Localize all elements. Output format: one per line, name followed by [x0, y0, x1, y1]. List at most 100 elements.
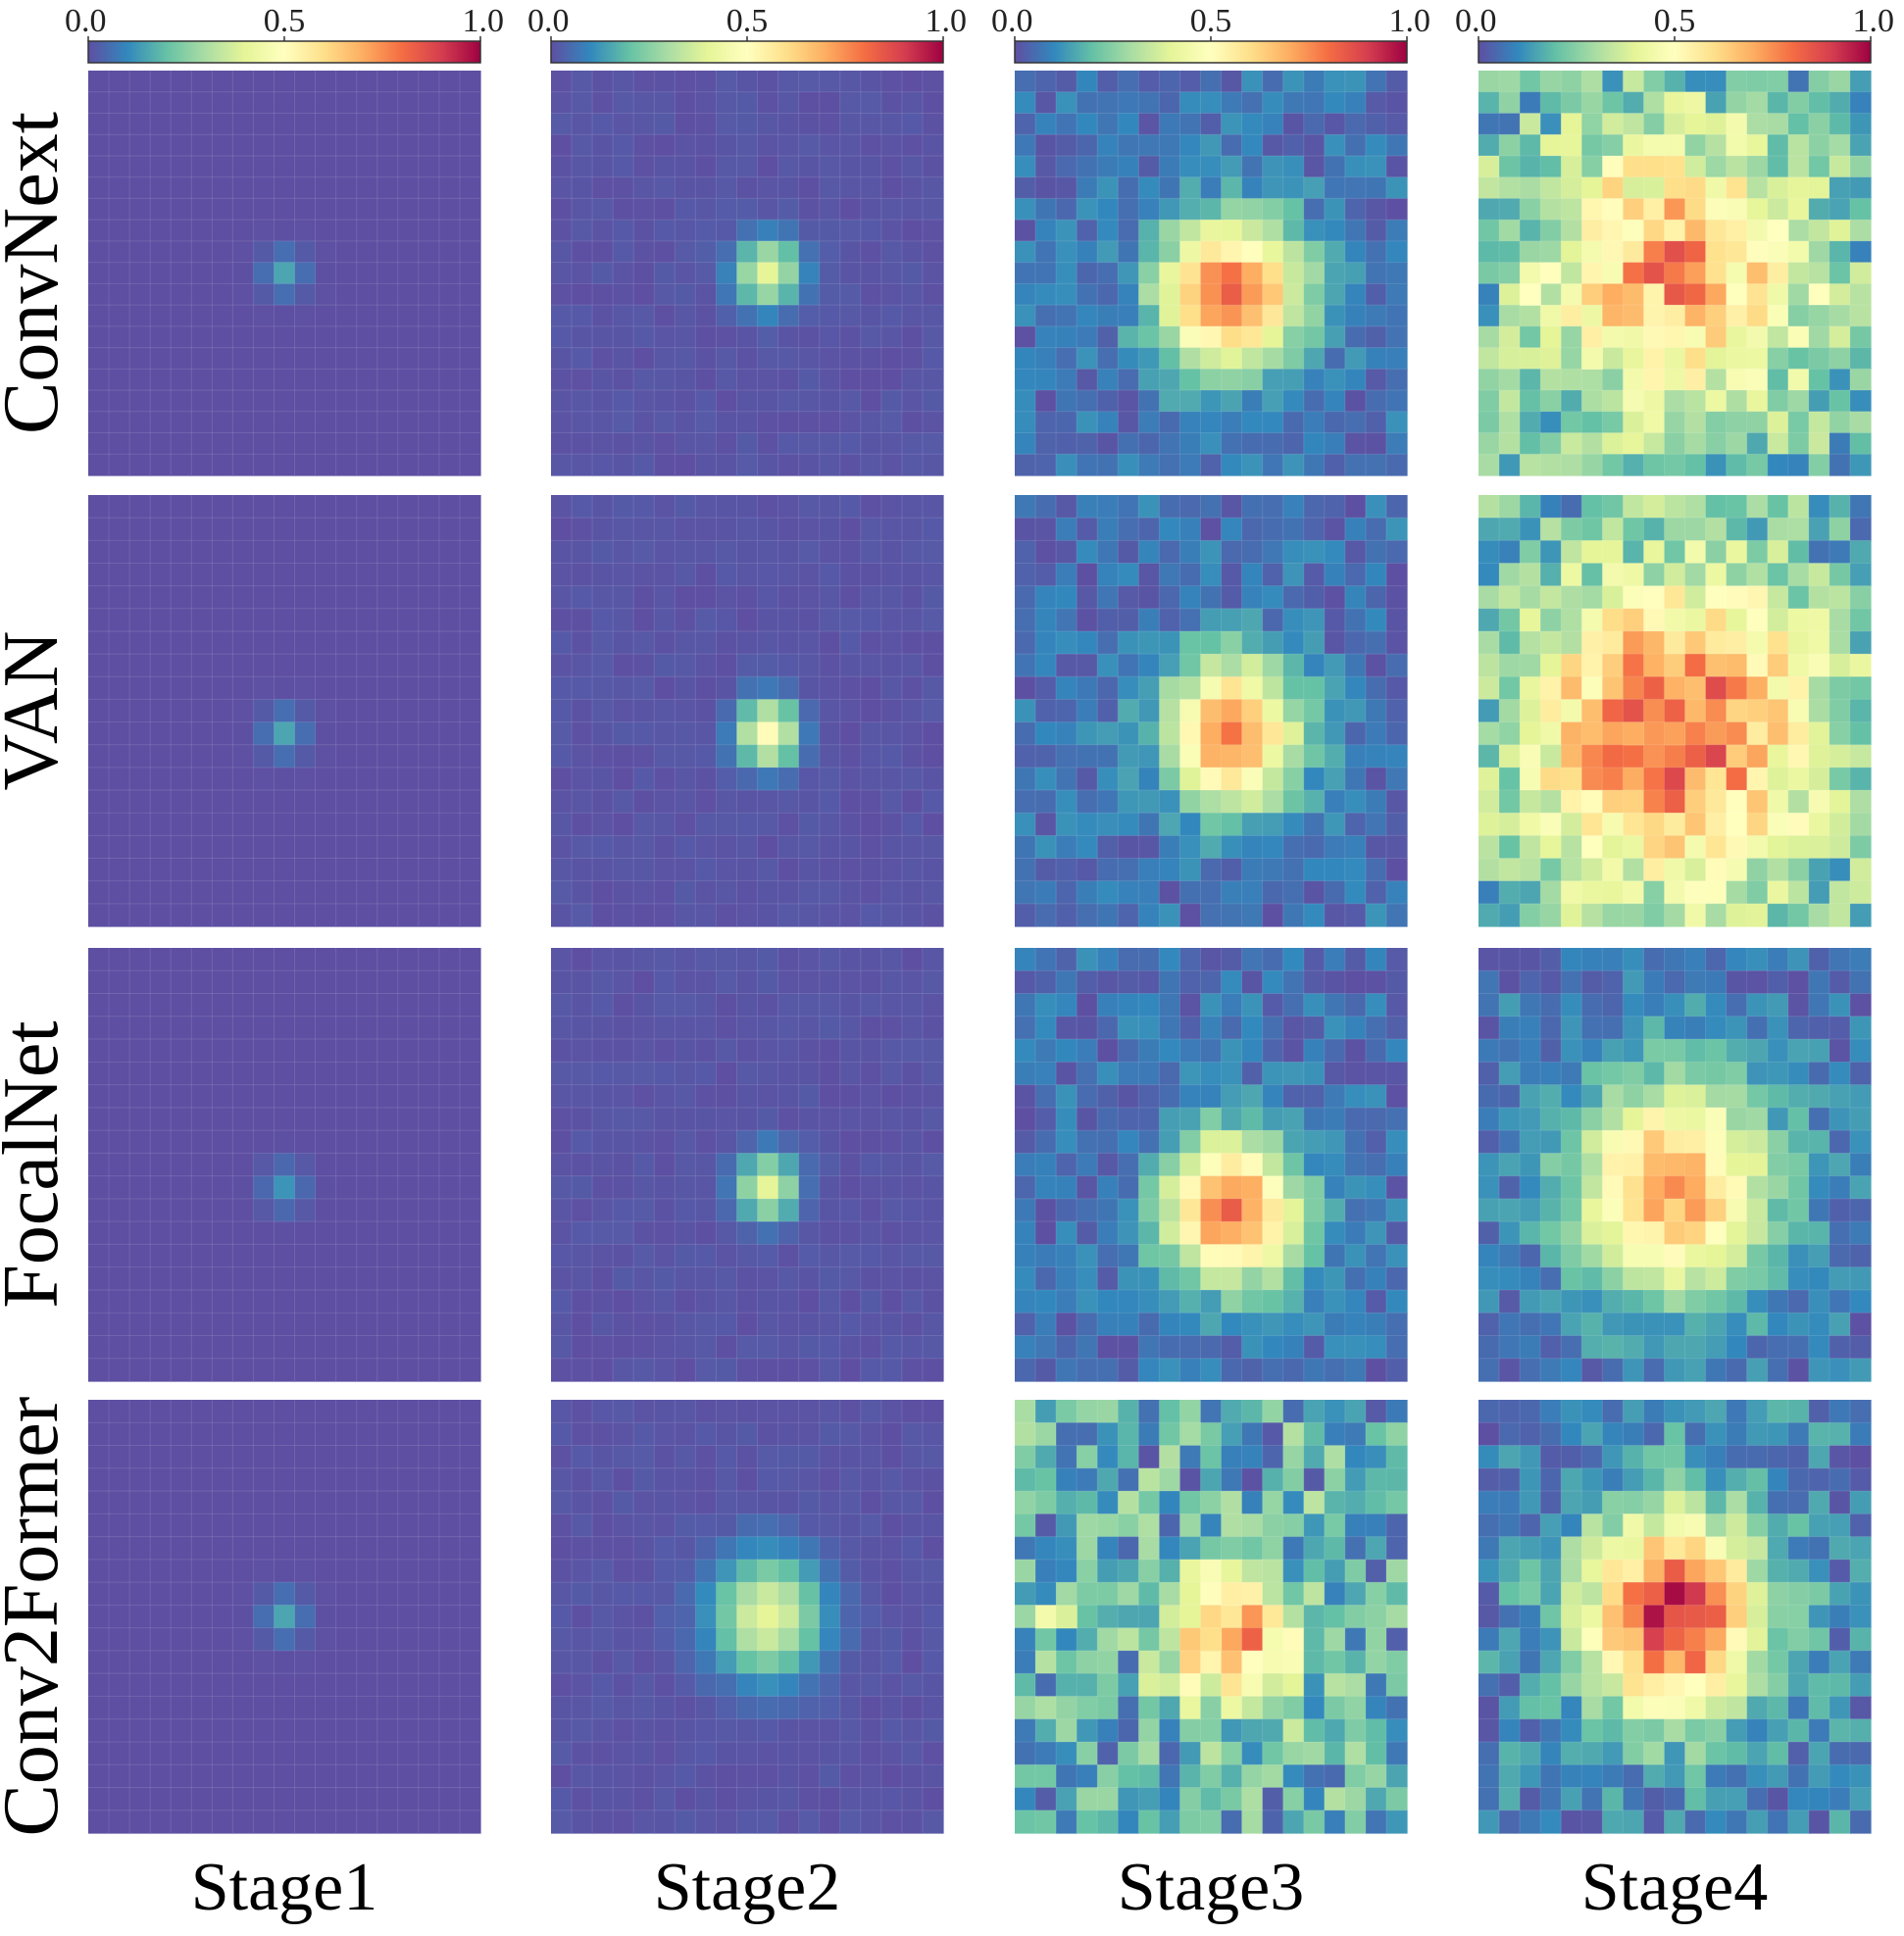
heatmap-cell	[191, 767, 213, 791]
heatmap-cell	[1241, 518, 1264, 541]
heatmap-cell	[839, 1062, 862, 1086]
heatmap-cell	[798, 767, 821, 791]
heatmap-cell	[860, 1335, 882, 1360]
heatmap-cell	[1520, 676, 1541, 701]
heatmap-cell	[1241, 134, 1264, 157]
heatmap-cell	[274, 1445, 296, 1469]
heatmap-cell	[418, 198, 440, 221]
heatmap-cell	[716, 630, 738, 655]
heatmap-cell	[294, 835, 317, 860]
heatmap-cell	[1478, 1084, 1500, 1109]
heatmap-cell	[1808, 262, 1830, 284]
heatmap-cell	[1097, 1198, 1119, 1222]
heatmap-cell	[397, 1084, 420, 1109]
heatmap-cell	[819, 305, 841, 327]
heatmap-cell	[459, 1313, 481, 1337]
heatmap-cell	[1478, 1130, 1500, 1154]
heatmap-cell	[1200, 1130, 1223, 1154]
heatmap-cell	[1623, 495, 1645, 519]
heatmap-cell	[1324, 563, 1346, 587]
heatmap-cell	[335, 699, 358, 723]
heatmap-cell	[150, 1153, 172, 1177]
heatmap-cell	[109, 835, 130, 860]
heatmap-cell	[675, 325, 696, 349]
heatmap-cell	[551, 518, 573, 541]
heatmap-cell	[695, 744, 718, 769]
heatmap-cell	[716, 390, 738, 413]
heatmap-cell	[633, 454, 655, 476]
heatmap-cell	[1015, 1358, 1036, 1382]
heatmap-cell	[294, 411, 317, 434]
heatmap-cell	[315, 411, 337, 434]
heatmap-cell	[695, 134, 718, 157]
heatmap-cell	[1767, 113, 1789, 135]
heatmap-cell	[880, 1358, 903, 1382]
heatmap-cell	[1849, 1130, 1872, 1154]
heatmap-cell	[1829, 454, 1851, 476]
heatmap-cell	[1118, 176, 1139, 200]
heatmap-cell	[551, 347, 573, 370]
heatmap-cell	[1282, 369, 1305, 391]
heatmap-cell	[633, 1130, 655, 1154]
heatmap-cell	[150, 518, 172, 541]
heatmap-cell	[1056, 1016, 1077, 1040]
heatmap-cell	[1643, 1084, 1666, 1109]
heatmap-cell	[376, 813, 399, 836]
heatmap-cell	[1035, 220, 1057, 242]
heatmap-cell	[1746, 970, 1769, 995]
heatmap-cell	[1561, 858, 1582, 882]
heatmap-cell	[397, 563, 420, 587]
heatmap-cell	[839, 948, 862, 971]
heatmap-cell	[1829, 347, 1851, 370]
heatmap-cell	[418, 903, 440, 927]
heatmap-cell	[922, 1358, 944, 1382]
heatmap-cell	[253, 1313, 276, 1337]
heatmap-cell	[592, 699, 614, 723]
heatmap-cell	[819, 540, 841, 565]
heatmap-cell	[212, 699, 233, 723]
heatmap-cell	[798, 262, 821, 284]
heatmap-cell	[253, 347, 276, 370]
heatmap-cell	[212, 1175, 233, 1200]
heatmap-cell	[736, 948, 759, 971]
heatmap-cell	[1077, 176, 1098, 200]
heatmap-cell	[572, 721, 593, 746]
heatmap-cell	[171, 305, 192, 327]
heatmap-cell	[1282, 305, 1305, 327]
heatmap-cell	[1262, 767, 1284, 791]
heatmap-cell	[777, 540, 800, 565]
heatmap-cell	[1015, 1153, 1036, 1177]
heatmap-cell	[1077, 1221, 1098, 1246]
heatmap-cell	[1746, 1130, 1769, 1154]
heatmap-cell	[1344, 835, 1367, 860]
heatmap-cell	[1623, 540, 1645, 565]
heatmap-cell	[839, 91, 862, 115]
heatmap-cell	[1262, 305, 1284, 327]
heatmap-cell	[335, 1313, 358, 1337]
heatmap-cell	[1344, 1084, 1367, 1109]
heatmap-cell	[592, 155, 614, 178]
heatmap-cell	[1746, 113, 1769, 135]
heatmap-cell	[459, 813, 481, 836]
heatmap-cell	[1726, 390, 1748, 413]
heatmap-cell	[1849, 903, 1872, 927]
heatmap-cell	[613, 563, 634, 587]
heatmap-cell	[335, 654, 358, 677]
heatmap-cell	[1241, 1266, 1264, 1291]
heatmap-cell	[1282, 1313, 1305, 1337]
heatmap-cell	[1282, 1039, 1305, 1063]
heatmap-cell	[129, 495, 151, 519]
heatmap-cell	[592, 1039, 614, 1063]
heatmap-cell	[1138, 411, 1160, 434]
heatmap-cell	[1623, 654, 1645, 677]
heatmap-cell	[1623, 347, 1645, 370]
heatmap-cell	[129, 1582, 151, 1606]
heatmap-cell	[274, 1582, 296, 1606]
heatmap-cell	[592, 1016, 614, 1040]
heatmap-cell	[212, 630, 233, 655]
heatmap-cell	[654, 948, 676, 971]
heatmap-cell	[1808, 744, 1830, 769]
heatmap-cell	[1015, 411, 1036, 434]
heatmap-cell	[150, 903, 172, 927]
heatmap-cell	[129, 1039, 151, 1063]
